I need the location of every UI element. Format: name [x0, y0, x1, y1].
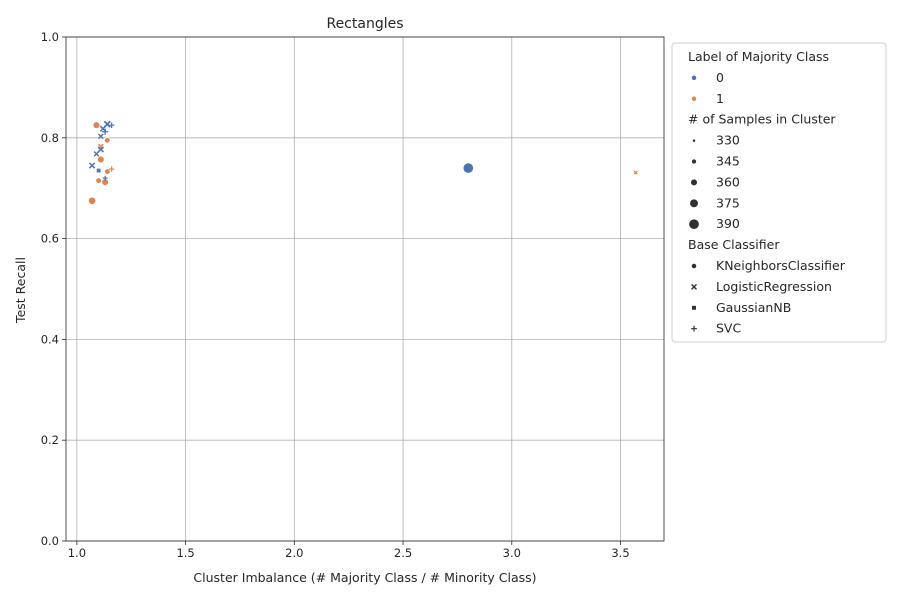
data-point — [88, 196, 97, 205]
data-point — [102, 128, 109, 135]
legend-size-marker — [689, 198, 699, 208]
chart-title: Rectangles — [326, 16, 403, 32]
legend-size-marker — [691, 158, 697, 165]
y-tick-label: 0.0 — [41, 534, 59, 548]
data-point — [462, 162, 474, 174]
legend-item-label: 390 — [716, 216, 740, 231]
legend-box — [671, 42, 887, 343]
y-tick-label: 0.2 — [41, 433, 59, 447]
x-tick-label: 3.5 — [611, 546, 629, 560]
legend: Label of Majority Class 0 1 # of Samples in… — [671, 42, 887, 343]
x-tick-label: 2.0 — [285, 546, 303, 560]
data-point — [93, 151, 100, 157]
data-point — [104, 137, 111, 144]
legend-section-title: Base Classifier — [688, 237, 780, 252]
data-point — [95, 177, 102, 184]
legend-swatch — [691, 95, 697, 102]
data-point — [104, 168, 111, 175]
legend-item-label: 1 — [716, 91, 724, 106]
legend-section-title: # of Samples in Cluster — [688, 112, 836, 127]
y-tick-label: 1.0 — [41, 30, 59, 44]
y-tick-label: 0.6 — [41, 232, 59, 246]
data-point — [97, 146, 104, 153]
legend-item-label: 345 — [716, 154, 740, 169]
data-point — [97, 155, 105, 164]
legend-item-label: 360 — [716, 174, 740, 189]
data-point — [633, 170, 638, 175]
plot-frame — [65, 36, 665, 542]
x-tick-label: 1.0 — [68, 546, 86, 560]
legend-size-marker — [690, 178, 698, 187]
data-point — [108, 122, 115, 128]
legend-style-marker — [691, 325, 697, 332]
y-tick-label: 0.4 — [41, 332, 59, 346]
legend-item-label: 0 — [716, 70, 724, 85]
legend-style-marker — [691, 305, 697, 311]
data-point — [96, 168, 101, 173]
legend-style-marker — [691, 263, 697, 269]
data-point — [92, 121, 101, 129]
legend-swatch — [691, 74, 697, 81]
legend-item-label: LogisticRegression — [716, 279, 832, 294]
legend-size-marker — [692, 138, 696, 143]
legend-item-label: SVC — [716, 321, 741, 336]
x-tick-label: 1.5 — [176, 546, 194, 560]
legend-section-title: Label of Majority Class — [688, 49, 829, 64]
legend-item-label: KNeighborsClassifier — [716, 258, 846, 273]
x-tick-label: 3.0 — [503, 546, 521, 560]
x-tick-label: 2.5 — [394, 546, 412, 560]
data-point — [108, 166, 115, 172]
data-points — [88, 120, 638, 205]
y-tick-label: 0.8 — [41, 131, 59, 145]
y-axis-label: Test Recall — [13, 257, 28, 324]
legend-style-marker — [691, 283, 697, 290]
legend-size-marker — [688, 218, 700, 230]
legend-item-label: 375 — [716, 195, 740, 210]
grid-lines — [66, 36, 664, 542]
data-point — [88, 162, 96, 169]
legend-item-label: GaussianNB — [716, 300, 791, 315]
data-point — [97, 133, 104, 140]
axes: 1.0 1.5 2.0 2.5 3.0 3.5 0.0 0.2 0.4 0.6 0.8 1.0 — [41, 30, 665, 560]
x-axis-label: Cluster Imbalance (# Majority Class / # … — [193, 570, 536, 585]
data-point — [102, 175, 108, 181]
legend-item-label: 330 — [716, 133, 740, 148]
